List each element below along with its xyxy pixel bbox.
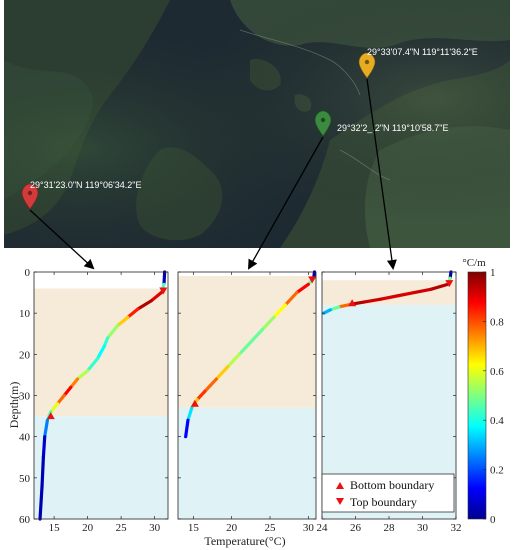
profile-segment [38,484,44,521]
profile-segment [412,287,433,295]
profile-panel-2: 15 20 25 30 [177,270,317,534]
colorbar-unit: °C/m [462,257,486,269]
y-tick-label: 0 [25,267,31,279]
colorbar-tick-label: 0.6 [490,366,504,378]
x-tick-label: 26 [350,522,362,534]
profile-segment [195,389,207,402]
profile-segment [295,282,310,295]
arrow-to-panel-3 [366,78,397,270]
profile-segment [429,282,450,291]
colorbar-tick-label: 0.8 [490,316,504,328]
connector-arrows [29,78,397,270]
map-pin-icon [358,52,376,79]
marker-label: 29°32'2_.2"N 119°10'58.7"E [337,123,448,133]
profile-segment [116,315,130,328]
profile-segment [41,435,47,459]
satellite-map [4,0,510,248]
x-tick-label: 15 [49,522,61,534]
profile-segment [85,356,100,373]
x-tick-label: 28 [384,522,396,534]
profile-segment [136,299,153,311]
x-axis-label: Temperature(°C) [204,534,285,548]
profile-segment [249,328,264,344]
map-pin-icon [314,110,332,137]
legend: Bottom boundary Top boundary [321,473,455,513]
profile-segment [237,340,253,356]
mixed-band [178,407,316,519]
colorbar-gradient [467,271,487,520]
x-tick-label: 32 [451,522,462,534]
x-tick-label: 20 [226,522,238,534]
bottom-boundary-marker-icon [336,482,344,489]
profile-segment [49,402,60,414]
bottom-boundary-marker [46,412,55,420]
profile-segment [260,315,276,332]
colorbar-tick-label: 0.4 [490,415,504,427]
profile-segment [126,307,140,319]
x-tick-label: 30 [303,522,315,534]
legend-bottom-label: Bottom boundary [350,478,434,492]
thermocline-band [322,280,456,305]
profile-segment [283,290,299,307]
profile-segment [43,418,50,439]
profile-segment [96,344,106,361]
profile-segment [362,297,383,304]
arrow-to-panel-2 [248,136,324,270]
y-tick-label: 40 [19,432,31,444]
colorbar: °C/m 0 0.2 0.4 0.6 0.8 1 [462,257,504,526]
y-tick-label: 20 [19,349,31,361]
x-tick-label: 15 [188,522,200,534]
profile-segment [184,418,190,439]
profile-segment [379,294,399,301]
marker-label: 29°33'07.4"N 119°11'36.2"E [367,47,478,57]
profile-segment [186,406,194,422]
profile-segment [162,270,167,286]
x-tick-label: 20 [82,522,94,534]
marker-label: 29°31'23.0"N 119°06'34.2"E [30,180,141,190]
y-tick-label: 30 [19,391,31,403]
profile-segment [69,377,80,389]
colorbar-tick-label: 1 [490,267,496,279]
map-marker-yellow[interactable]: 29°33'07.4"N 119°11'36.2"E [358,47,478,79]
top-boundary-marker-icon [336,498,344,505]
legend-top-label: Top boundary [350,495,417,509]
bottom-boundary-marker [190,399,199,407]
profile-panel-1: 15 20 25 30 0 10 20 30 40 50 60 [19,267,169,534]
x-tick-label: 30 [417,522,429,534]
profile-segment [226,352,241,369]
y-tick-label: 10 [19,308,31,320]
colorbar-tick-label: 0.2 [490,465,504,477]
arrow-to-panel-1 [29,209,95,270]
x-tick-label: 25 [116,522,128,534]
colorbar-tick-label: 0 [490,514,496,526]
bottom-boundary-marker [348,299,357,307]
profile-segment [40,455,45,488]
map-marker-green[interactable]: 29°32'2_.2"N 119°10'58.7"E [314,110,448,137]
map-marker-red[interactable]: 29°31'23.0"N 119°06'34.2"E [21,180,141,210]
profile-segment [62,385,73,398]
x-tick-label: 24 [317,522,329,534]
top-boundary-marker [159,287,168,295]
map-pin-icon [21,183,39,210]
profile-segment [55,393,66,406]
y-tick-label: 50 [19,473,31,485]
profile-segment [149,290,163,303]
profile-segment [106,323,120,340]
y-tick-label: 60 [19,514,31,526]
top-boundary-marker [445,280,454,288]
x-tick-label: 30 [149,522,161,534]
x-tick-label: 25 [265,522,277,534]
profile-segment [214,365,230,381]
profile-segment [272,303,287,319]
y-axis-label: Depth(m) [7,382,21,429]
profile-segment [75,369,90,381]
profile-segment [203,377,218,393]
mixed-band [34,416,168,519]
profile-segment [322,308,332,315]
top-boundary-marker [308,276,317,284]
profile-segment [395,290,416,298]
